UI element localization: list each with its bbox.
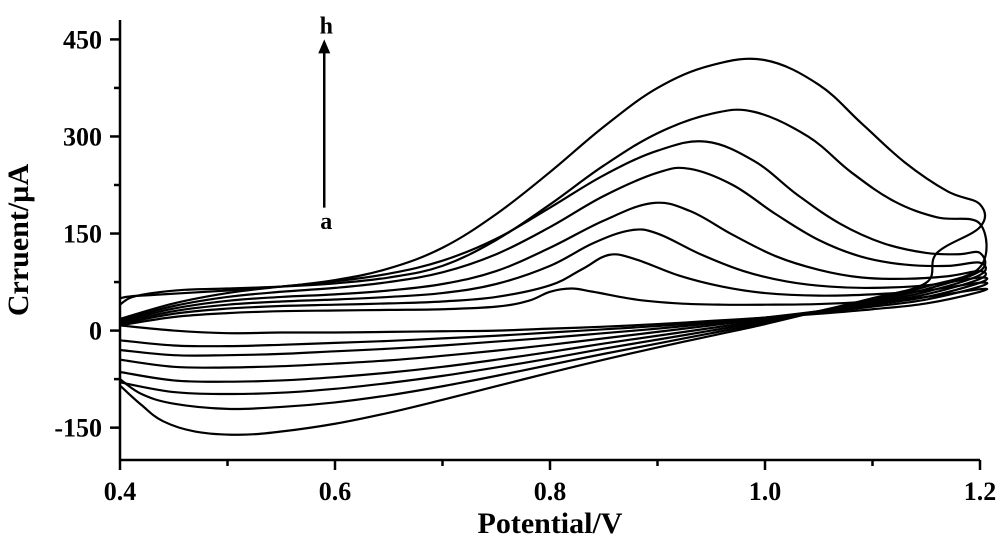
x-tick-label: 0.8	[534, 477, 567, 506]
arrow-label-bottom: a	[320, 209, 332, 235]
y-tick-label: -150	[54, 414, 102, 443]
arrow-label-top: h	[320, 13, 333, 39]
y-tick-label: 300	[63, 123, 102, 152]
y-tick-label: 450	[63, 26, 102, 55]
x-tick-label: 1.2	[964, 477, 997, 506]
x-tick-label: 1.0	[749, 477, 782, 506]
x-tick-label: 0.6	[319, 477, 352, 506]
y-axis-label: Crruent/µA	[2, 164, 35, 317]
y-tick-label: 0	[89, 317, 102, 346]
chart-svg: 0.4 0.6 0.8 1.0 1.2 -150 0 150 300 450 Potential/V…	[0, 0, 1000, 541]
x-tick-label: 0.4	[104, 477, 137, 506]
cv-chart: 0.4 0.6 0.8 1.0 1.2 -150 0 150 300 450 Potential/V…	[0, 0, 1000, 541]
x-axis-label: Potential/V	[478, 507, 623, 540]
y-tick-label: 150	[63, 220, 102, 249]
